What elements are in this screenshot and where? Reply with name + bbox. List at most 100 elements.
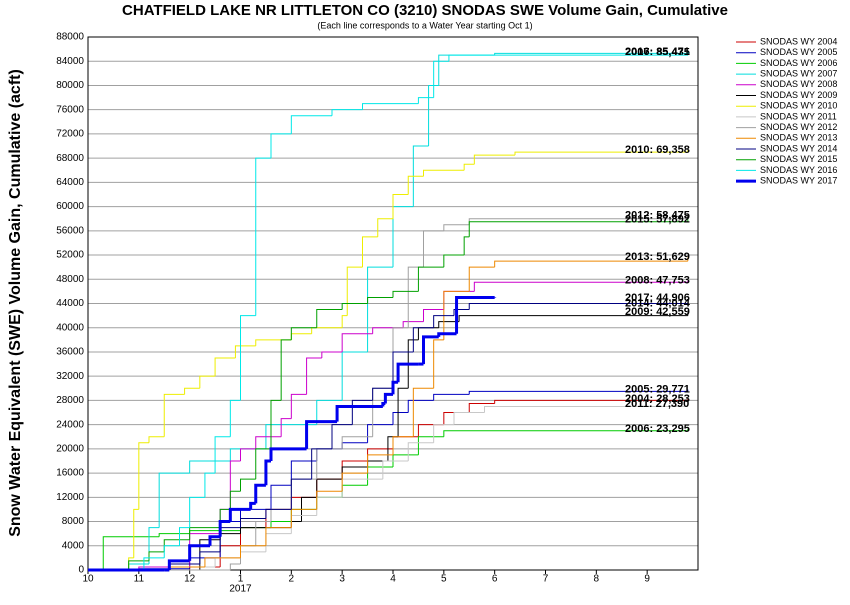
x-tick-label: 7	[543, 574, 549, 585]
series-step	[331, 109, 363, 116]
series-step	[133, 508, 139, 558]
series-step	[208, 535, 221, 546]
series-step	[255, 339, 292, 346]
series-step	[391, 380, 399, 395]
y-tick-label: 24000	[56, 419, 84, 430]
series-step	[433, 424, 454, 443]
series-step	[423, 309, 444, 322]
series-step	[392, 412, 409, 425]
series-step	[179, 527, 190, 546]
series-step	[265, 527, 292, 546]
plot-frame	[87, 36, 699, 571]
series-step	[494, 52, 688, 56]
series-step	[240, 478, 256, 492]
series-step	[128, 560, 149, 570]
series-step	[341, 436, 373, 449]
series-step	[341, 303, 368, 310]
legend-label: SNODAS WY 2017	[760, 175, 837, 185]
end-label: 2006: 23,295	[625, 423, 690, 435]
series-step	[417, 436, 444, 455]
series-step	[383, 392, 393, 404]
y-tick-label: 76000	[56, 104, 84, 115]
chart-title: CHATFIELD LAKE NR LITTLETON CO (3210) SN…	[122, 2, 728, 19]
legend-label: SNODAS WY 2011	[760, 111, 837, 121]
series-step	[229, 563, 241, 570]
series-step	[229, 399, 241, 437]
series-step	[270, 133, 292, 159]
series-step	[199, 551, 221, 564]
y-tick-label: 44000	[56, 298, 84, 309]
series-step	[255, 521, 271, 546]
end-label: 2016: 85,471	[625, 46, 690, 58]
legend-label: SNODAS WY 2008	[760, 79, 837, 89]
series-step	[311, 448, 332, 480]
series-step	[463, 163, 475, 171]
series-step	[249, 501, 256, 510]
series-step	[234, 345, 256, 359]
y-tick-label: 52000	[56, 250, 84, 261]
series-step	[473, 154, 515, 165]
series-step	[346, 266, 363, 316]
end-label: 2011: 27,390	[625, 398, 689, 410]
series-step	[468, 303, 688, 310]
series-step	[316, 399, 343, 425]
series-step	[218, 520, 231, 537]
legend-label: SNODAS WY 2013	[760, 133, 837, 143]
series-step	[494, 260, 688, 268]
x-tick-label: 11	[134, 574, 145, 585]
series-step	[428, 84, 439, 147]
series-step	[381, 401, 386, 407]
series-step	[443, 430, 688, 437]
series-step	[264, 459, 271, 486]
series-step	[229, 490, 241, 510]
series-step	[290, 115, 332, 134]
series-step	[214, 436, 231, 474]
y-tick-label: 48000	[56, 274, 84, 285]
y-tick-label: 28000	[56, 395, 84, 406]
end-label: 2013: 51,629	[625, 251, 690, 263]
y-tick-label: 16000	[56, 468, 84, 479]
series-step	[453, 309, 470, 316]
series-step	[331, 424, 353, 449]
end-label: 2017: 44,906	[625, 292, 690, 304]
y-tick-label: 32000	[56, 371, 84, 382]
y-tick-label: 0	[78, 565, 84, 576]
series-step	[240, 518, 266, 528]
y-tick-label: 84000	[56, 56, 84, 67]
series-step	[138, 442, 149, 510]
x-tick-label: 4	[390, 574, 396, 585]
series-step	[402, 321, 424, 328]
series-step	[255, 448, 271, 480]
series-step	[362, 236, 378, 268]
series-step	[468, 221, 688, 237]
series-step	[143, 557, 165, 570]
x-tick-label: 5	[441, 574, 447, 585]
series-step	[265, 508, 292, 519]
series-step	[382, 460, 409, 480]
series-step	[280, 418, 292, 437]
series-step	[392, 290, 419, 298]
series-step	[367, 296, 393, 304]
series-step	[290, 460, 317, 486]
x-tick-label: 3	[339, 574, 345, 585]
legend-label: SNODAS WY 2012	[760, 122, 837, 132]
series-step	[228, 507, 251, 522]
x-sublabel: 2017	[229, 584, 252, 595]
series-step	[392, 193, 409, 219]
series-step	[321, 351, 343, 359]
series-step	[443, 254, 465, 268]
series-step	[458, 315, 688, 322]
series-step	[455, 295, 495, 334]
y-tick-label: 20000	[56, 444, 84, 455]
series-step	[443, 224, 470, 231]
end-label: 2010: 69,358	[625, 144, 690, 156]
x-tick-label: 10	[82, 574, 94, 585]
series-step	[453, 412, 485, 425]
series-step	[412, 145, 429, 207]
end-label: 2015: 57,892	[625, 213, 690, 225]
series-step	[438, 321, 460, 328]
end-label: 2009: 42,559	[625, 306, 690, 318]
y-axis-title: Snow Water Equivalent (SWE) Volume Gain,…	[7, 69, 24, 537]
series-step	[148, 436, 165, 443]
